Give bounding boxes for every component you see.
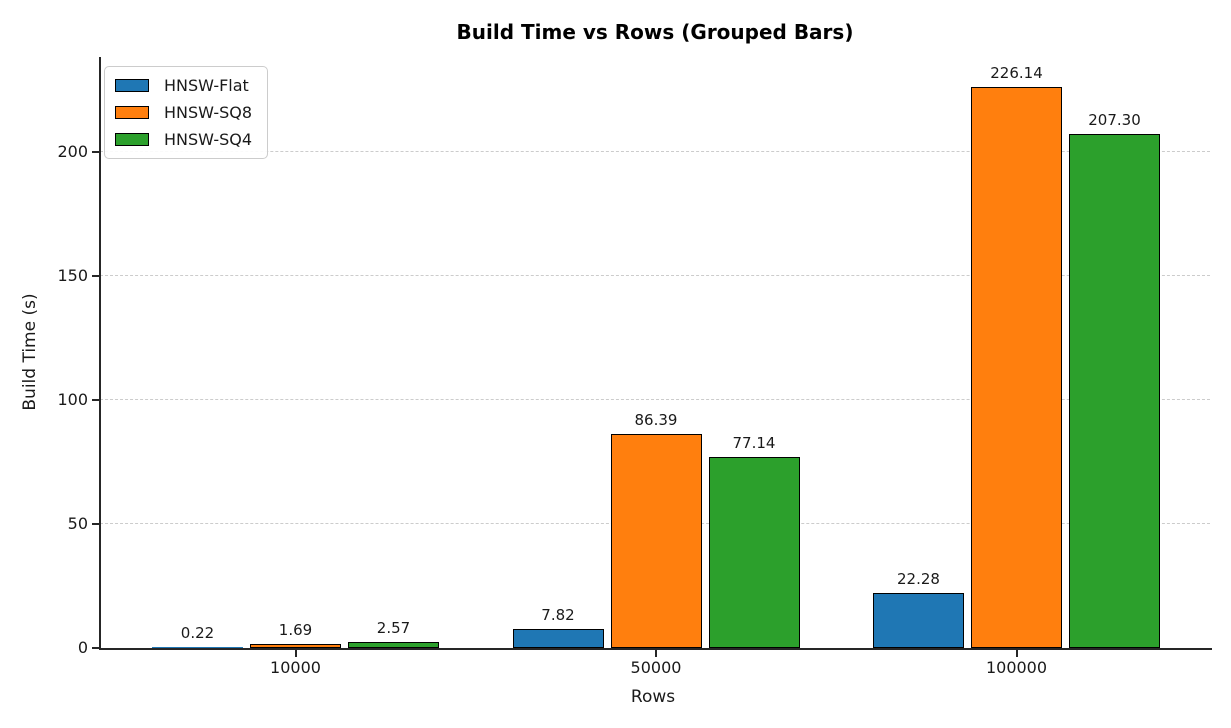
bar-value-label: 1.69 — [278, 620, 313, 639]
legend-label: HNSW-Flat — [164, 76, 249, 95]
chart-legend: HNSW-Flat HNSW-SQ8 HNSW-SQ4 — [104, 66, 268, 159]
y-tick-label: 0 — [77, 638, 88, 657]
y-tick-label: 200 — [57, 142, 88, 161]
legend-item-HNSW-SQ8: HNSW-SQ8 — [115, 102, 257, 123]
bar-HNSW-Flat-10000 — [152, 647, 243, 648]
legend-swatch-icon — [115, 79, 149, 92]
y-tick-label: 150 — [57, 266, 88, 285]
bar-value-label: 207.30 — [1088, 110, 1141, 129]
gridline-y100 — [100, 399, 1210, 401]
y-tick-mark — [92, 151, 100, 153]
bar-value-label: 86.39 — [634, 410, 678, 429]
legend-label: HNSW-SQ8 — [164, 103, 253, 122]
bar-value-label: 0.22 — [180, 624, 215, 643]
bar-HNSW-SQ4-50000 — [708, 456, 800, 648]
legend-swatch-icon — [115, 133, 149, 146]
bar-HNSW-SQ4-10000 — [348, 641, 439, 648]
legend-item-HNSW-Flat: HNSW-Flat — [115, 75, 257, 96]
legend-label: HNSW-SQ4 — [164, 130, 253, 149]
x-tick-label: 10000 — [270, 658, 321, 677]
y-tick-label: 100 — [57, 390, 88, 409]
bar-value-label: 22.28 — [897, 569, 940, 588]
y-tick-mark — [92, 647, 100, 649]
gridline-y150 — [100, 275, 1210, 277]
y-tick-mark — [92, 275, 100, 277]
y-tick-mark — [92, 523, 100, 525]
x-tick-label: 50000 — [630, 658, 682, 677]
bar-value-label: 226.14 — [990, 64, 1043, 83]
x-tick-mark — [1015, 650, 1018, 657]
bar-value-label: 7.82 — [541, 605, 575, 624]
bar-HNSW-SQ4-100000 — [1069, 133, 1160, 648]
x-axis-label: Rows — [630, 687, 676, 707]
gridline-y200 — [100, 151, 1210, 153]
chart-title: Build Time vs Rows (Grouped Bars) — [456, 20, 854, 44]
x-tick-label: 100000 — [985, 658, 1048, 677]
bar-HNSW-Flat-50000 — [512, 628, 604, 648]
bar-HNSW-SQ8-10000 — [250, 643, 341, 648]
bar-HNSW-Flat-100000 — [873, 592, 964, 648]
y-tick-mark — [92, 399, 100, 401]
legend-swatch-icon — [115, 106, 149, 119]
bar-value-label: 77.14 — [732, 433, 776, 452]
bar-HNSW-SQ8-100000 — [971, 87, 1062, 648]
x-tick-mark — [655, 650, 657, 657]
x-tick-mark — [294, 650, 297, 657]
bar-value-label: 2.57 — [376, 618, 411, 637]
bar-HNSW-SQ8-50000 — [610, 433, 702, 648]
legend-item-HNSW-SQ4: HNSW-SQ4 — [115, 129, 257, 150]
x-axis-spine — [99, 648, 1212, 650]
y-tick-label: 50 — [67, 514, 88, 533]
y-axis-spine — [99, 57, 101, 650]
